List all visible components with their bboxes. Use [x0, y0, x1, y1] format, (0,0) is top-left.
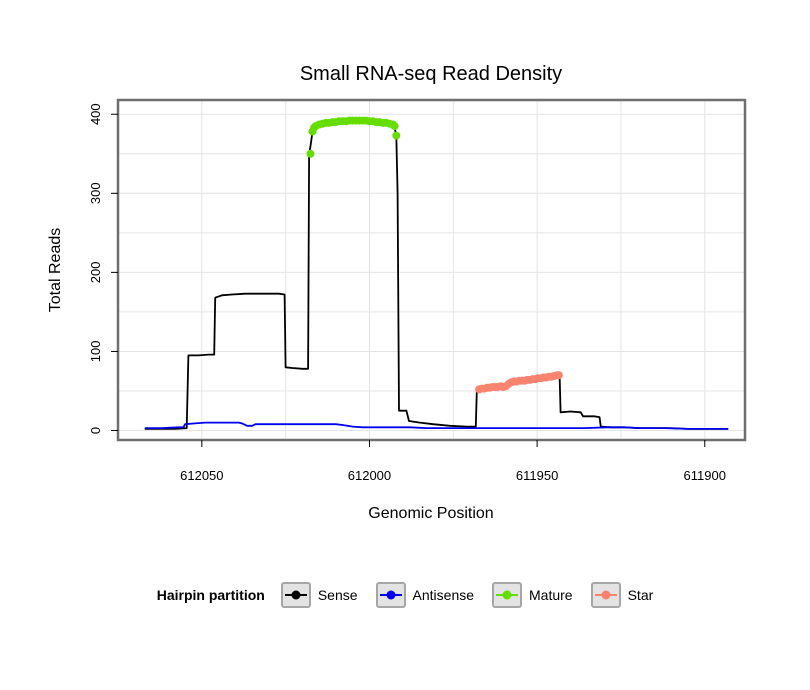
- legend-key-mature-icon: [492, 582, 523, 608]
- y-tick-label: 0: [88, 427, 103, 434]
- legend-label-star: Star: [627, 587, 654, 603]
- legend-item-mature: Mature: [492, 582, 573, 608]
- legend-label-antisense: Antisense: [412, 587, 475, 603]
- x-tick-label: 611950: [516, 468, 558, 483]
- legend-label-sense: Sense: [317, 587, 358, 603]
- y-tick-label: 300: [88, 182, 103, 204]
- x-tick-label: 612000: [348, 468, 391, 483]
- legend: Hairpin partition Sense Antisense Mature St…: [0, 582, 810, 608]
- y-tick-label: 200: [88, 262, 103, 284]
- legend-item-antisense: Antisense: [375, 582, 475, 608]
- legend-label-mature: Mature: [529, 587, 573, 603]
- legend-items: Sense Antisense Mature Star: [280, 582, 654, 608]
- y-tick-label: 400: [88, 103, 103, 125]
- tick-labels: 612050 612000 611950 611900 0 100 200 300 400: [88, 103, 726, 483]
- chart-title: Small RNA-seq Read Density: [300, 63, 562, 85]
- series-star: [475, 371, 563, 394]
- series-sense: [144, 119, 729, 430]
- x-axis-label: Genomic Position: [368, 505, 493, 522]
- axis-ticks: [111, 113, 706, 447]
- legend-item-star: Star: [590, 582, 654, 608]
- gridlines: [117, 100, 745, 440]
- x-tick-label: 612050: [180, 468, 223, 483]
- series-layer: [144, 116, 729, 430]
- series-mature: [306, 116, 401, 158]
- x-tick-label: 611900: [684, 468, 726, 483]
- legend-key-star-icon: [590, 582, 621, 608]
- y-axis-label: Total Reads: [47, 228, 64, 313]
- legend-key-antisense-icon: [375, 582, 406, 608]
- series-antisense: [144, 421, 729, 430]
- legend-item-sense: Sense: [280, 582, 358, 608]
- chart-canvas: Small RNA-seq Read Density 612050 612000 6…: [47, 63, 747, 522]
- y-tick-label: 100: [88, 341, 103, 363]
- panel-border: [116, 98, 747, 442]
- legend-title: Hairpin partition: [156, 587, 265, 603]
- legend-key-sense-icon: [280, 582, 311, 608]
